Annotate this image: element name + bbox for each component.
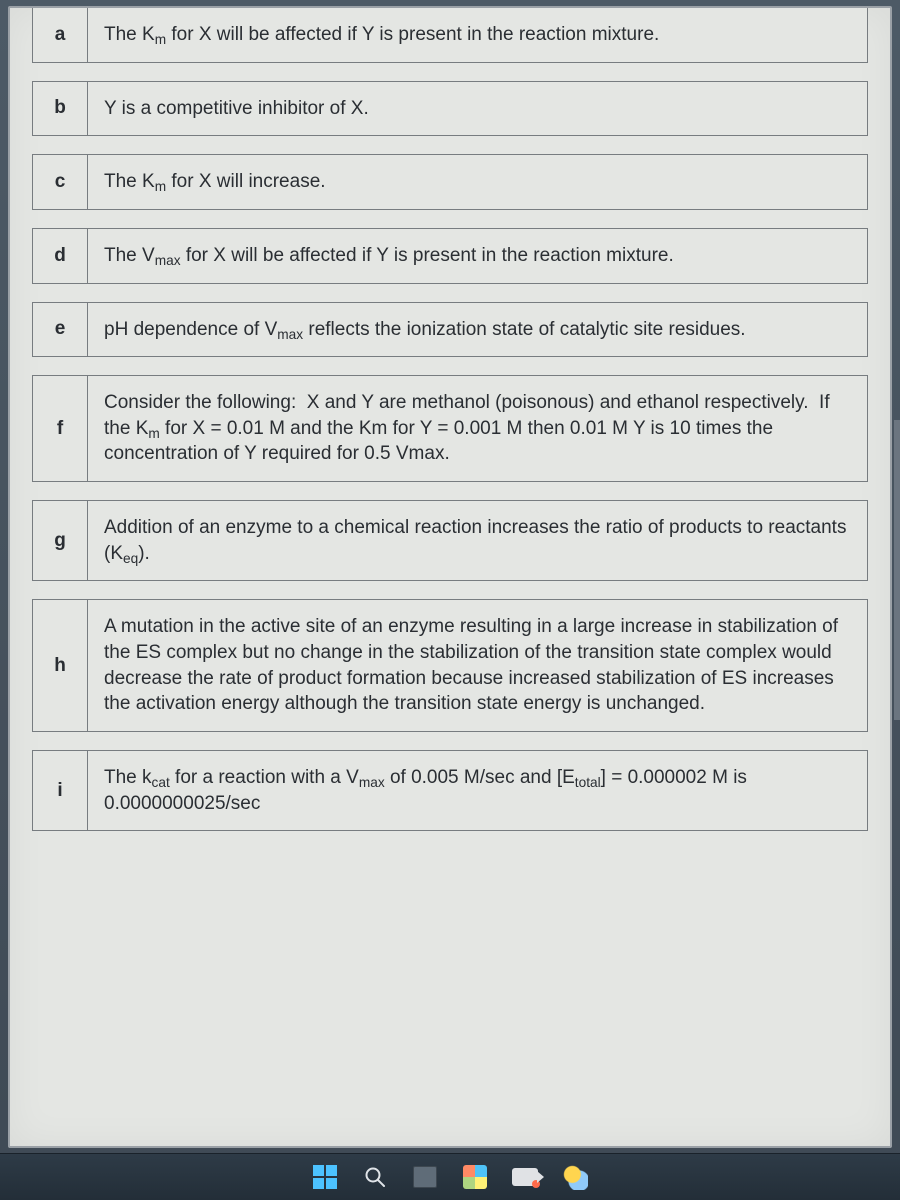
option-row-g[interactable]: gAddition of an enzyme to a chemical rea… (32, 500, 868, 581)
taskbar (0, 1153, 900, 1200)
option-text: Y is a competitive inhibitor of X. (88, 81, 868, 137)
weather-icon[interactable] (561, 1163, 589, 1191)
option-row-b[interactable]: bY is a competitive inhibitor of X. (32, 81, 868, 137)
option-row-c[interactable]: cThe Km for X will increase. (32, 154, 868, 210)
option-row-i[interactable]: iThe kcat for a reaction with a Vmax of … (32, 750, 868, 831)
screen-root: aThe Km for X will be affected if Y is p… (0, 0, 900, 1200)
option-text: The Vmax for X will be affected if Y is … (88, 228, 868, 284)
start-icon[interactable] (311, 1163, 339, 1191)
option-label: i (32, 750, 88, 831)
option-text: The kcat for a reaction with a Vmax of 0… (88, 750, 868, 831)
option-label: g (32, 500, 88, 581)
option-text: The Km for X will increase. (88, 154, 868, 210)
option-row-a[interactable]: aThe Km for X will be affected if Y is p… (32, 8, 868, 63)
option-label: c (32, 154, 88, 210)
app-icon[interactable] (461, 1163, 489, 1191)
option-row-e[interactable]: epH dependence of Vmax reflects the ioni… (32, 302, 868, 358)
task-view-icon[interactable] (411, 1163, 439, 1191)
window-edge-hint (894, 420, 900, 720)
option-text: A mutation in the active site of an enzy… (88, 599, 868, 732)
option-row-h[interactable]: hA mutation in the active site of an enz… (32, 599, 868, 732)
option-row-f[interactable]: fConsider the following: X and Y are met… (32, 375, 868, 482)
options-list: aThe Km for X will be affected if Y is p… (32, 8, 868, 831)
option-text: pH dependence of Vmax reflects the ioniz… (88, 302, 868, 358)
option-label: b (32, 81, 88, 137)
option-label: f (32, 375, 88, 482)
search-icon[interactable] (361, 1163, 389, 1191)
option-text: Addition of an enzyme to a chemical reac… (88, 500, 868, 581)
option-label: e (32, 302, 88, 358)
option-text: Consider the following: X and Y are meth… (88, 375, 868, 482)
question-panel: aThe Km for X will be affected if Y is p… (8, 6, 892, 1148)
option-text: The Km for X will be affected if Y is pr… (88, 8, 868, 63)
option-row-d[interactable]: dThe Vmax for X will be affected if Y is… (32, 228, 868, 284)
option-label: a (32, 8, 88, 63)
option-label: d (32, 228, 88, 284)
option-label: h (32, 599, 88, 732)
camera-icon[interactable] (511, 1163, 539, 1191)
